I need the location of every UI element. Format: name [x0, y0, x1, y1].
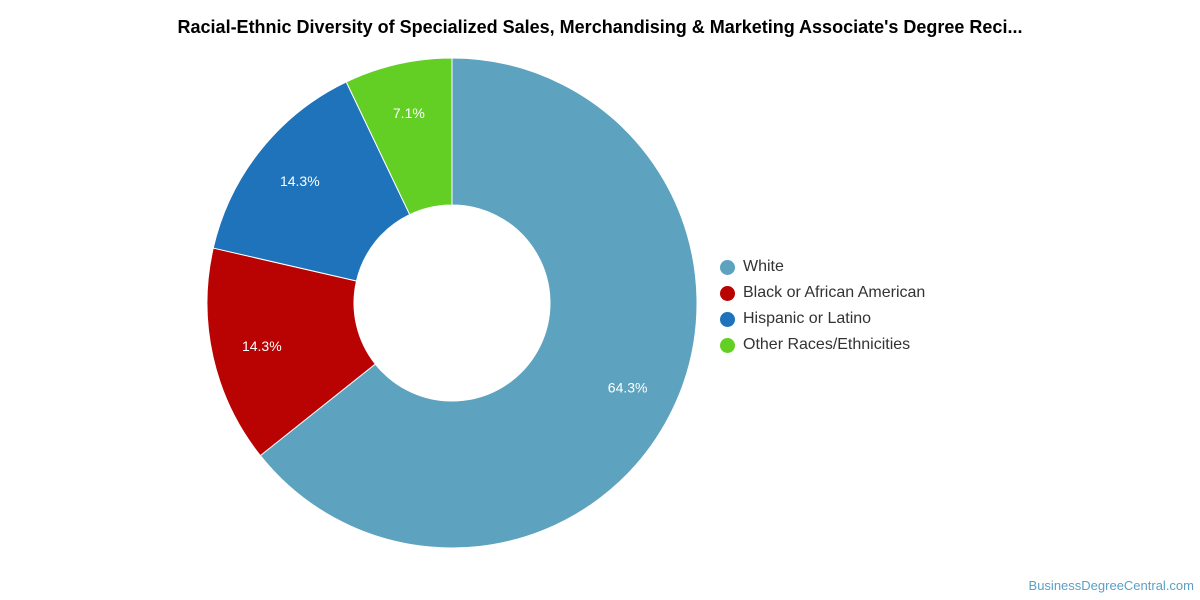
legend: White Black or African American Hispanic…: [720, 254, 925, 358]
legend-item-hispanic[interactable]: Hispanic or Latino: [720, 306, 925, 332]
label-white: 64.3%: [608, 380, 648, 396]
legend-label-black: Black or African American: [743, 284, 926, 301]
legend-item-other[interactable]: Other Races/Ethnicities: [720, 332, 925, 358]
label-other: 7.1%: [393, 105, 425, 121]
slice-white[interactable]: [259, 57, 698, 549]
slice-hispanic[interactable]: [212, 81, 411, 282]
legend-swatch-other: [720, 337, 735, 353]
legend-swatch-hispanic: [720, 311, 735, 327]
legend-label-other: Other Races/Ethnicities: [743, 336, 911, 353]
chart-title: Racial-Ethnic Diversity of Specialized S…: [177, 17, 1023, 37]
legend-swatch-white: [720, 259, 735, 275]
label-black: 14.3%: [242, 338, 282, 354]
legend-swatch-black: [720, 285, 735, 301]
legend-label-white: White: [743, 258, 784, 275]
legend-item-black[interactable]: Black or African American: [720, 280, 925, 306]
slice-other[interactable]: [345, 57, 453, 216]
source-credit: BusinessDegreeCentral.com: [1028, 578, 1194, 593]
slice-black[interactable]: [206, 247, 377, 457]
legend-item-white[interactable]: White: [720, 254, 925, 280]
label-hispanic: 14.3%: [280, 173, 320, 189]
legend-label-hispanic: Hispanic or Latino: [743, 310, 872, 327]
